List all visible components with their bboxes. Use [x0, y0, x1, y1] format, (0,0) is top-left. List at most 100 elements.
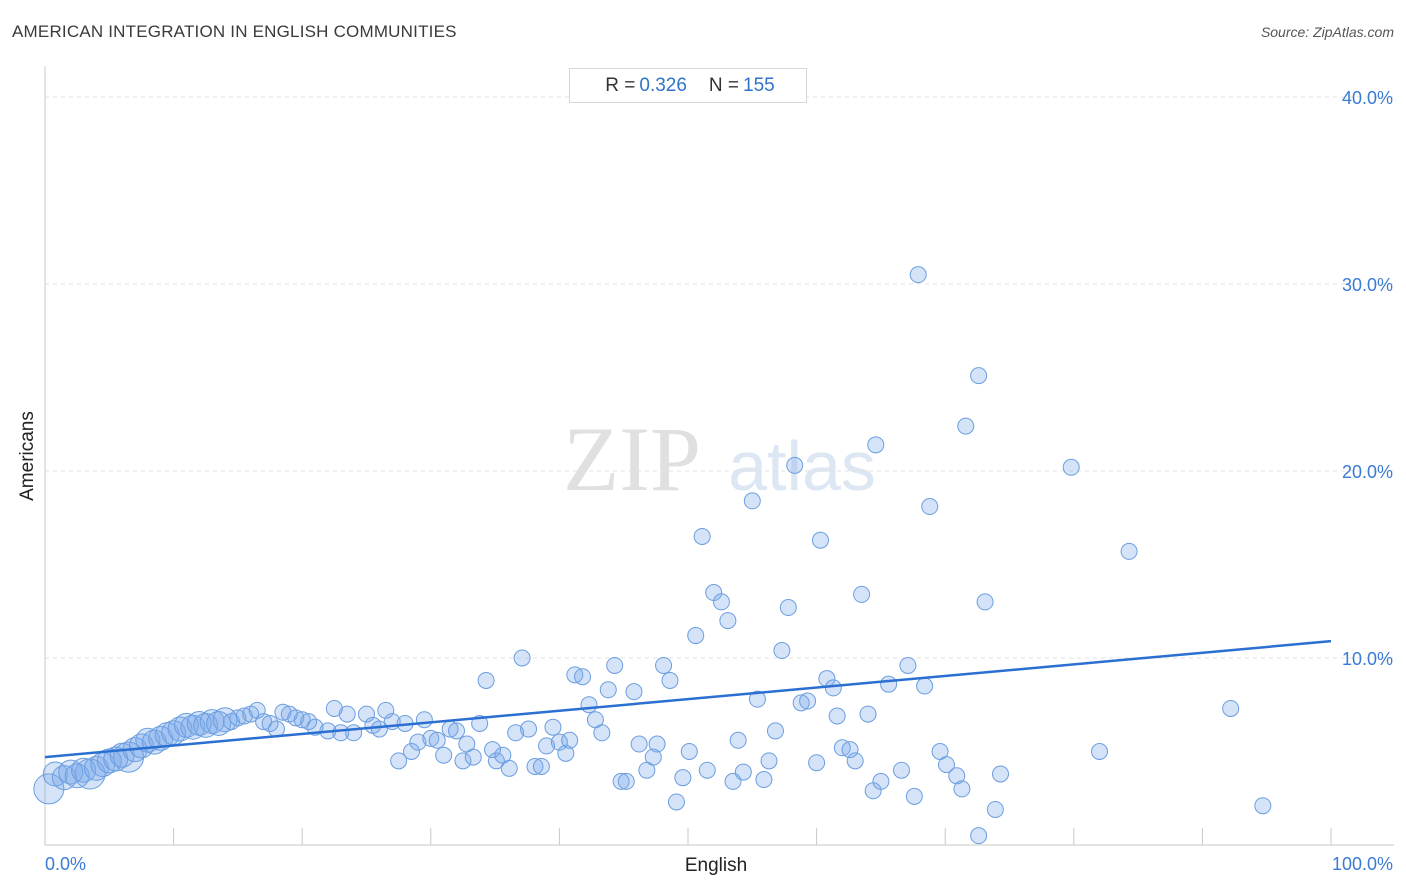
- data-point: [229, 709, 247, 727]
- data-point: [808, 754, 826, 772]
- data-point: [921, 498, 939, 516]
- data-point: [792, 694, 810, 712]
- r-label: R =: [605, 74, 636, 96]
- data-point: [846, 752, 864, 770]
- data-point: [464, 748, 482, 766]
- x-tick-label-max: 100.0%: [1332, 854, 1393, 874]
- data-point: [580, 696, 598, 714]
- data-point: [828, 707, 846, 725]
- tick-labels: 10.0% 20.0% 30.0% 40.0% 0.0% 100.0%: [45, 88, 1393, 874]
- data-point: [428, 731, 446, 749]
- data-point: [33, 773, 65, 805]
- data-point: [538, 737, 556, 755]
- data-point: [786, 456, 804, 474]
- data-point: [743, 492, 761, 510]
- data-point: [557, 744, 575, 762]
- data-point: [909, 266, 927, 284]
- data-point: [729, 731, 747, 749]
- data-point: [71, 757, 97, 783]
- data-point: [325, 699, 343, 717]
- data-point: [1120, 542, 1138, 560]
- trend-line: [44, 639, 1332, 759]
- data-point: [760, 752, 778, 770]
- data-point: [680, 743, 698, 760]
- data-point: [487, 752, 505, 770]
- data-point: [773, 642, 791, 660]
- data-point: [484, 741, 502, 759]
- data-point: [167, 716, 193, 742]
- data-point: [953, 780, 971, 798]
- data-point: [1254, 797, 1272, 815]
- x-axis-label: English: [685, 855, 747, 876]
- x-tick-label-min: 0.0%: [45, 854, 86, 874]
- data-point: [630, 735, 648, 753]
- data-point: [841, 741, 859, 759]
- data-point: [255, 713, 273, 731]
- grid-lines: [45, 96, 1395, 659]
- data-point: [748, 690, 766, 708]
- data-point: [617, 772, 635, 790]
- data-point: [507, 724, 525, 742]
- data-point: [513, 649, 531, 667]
- data-point: [991, 765, 1009, 783]
- data-point: [612, 772, 630, 790]
- data-point: [193, 712, 219, 738]
- data-point: [593, 724, 611, 742]
- data-point: [332, 724, 350, 742]
- data-point: [454, 752, 472, 770]
- data-point: [779, 599, 797, 617]
- data-point: [986, 800, 1004, 818]
- data-point: [180, 714, 206, 740]
- data-point: [532, 757, 550, 775]
- data-point: [905, 787, 923, 805]
- chart-title: AMERICAN INTEGRATION IN ENGLISH COMMUNIT…: [12, 22, 457, 41]
- data-point: [648, 735, 666, 753]
- data-point: [403, 743, 421, 760]
- data-point: [937, 756, 955, 774]
- data-point: [390, 752, 408, 770]
- data-point: [899, 656, 917, 674]
- data-point: [415, 711, 433, 729]
- data-point: [655, 656, 673, 674]
- data-point: [916, 677, 934, 695]
- data-point: [448, 722, 466, 740]
- data-point: [370, 720, 388, 738]
- data-point: [698, 761, 716, 779]
- data-point: [976, 593, 994, 611]
- y-tick-label: 10.0%: [1342, 649, 1393, 669]
- data-point: [338, 705, 356, 723]
- data-point: [712, 593, 730, 611]
- data-point: [477, 671, 495, 689]
- y-tick-label: 30.0%: [1342, 275, 1393, 295]
- data-point: [345, 724, 363, 742]
- watermark: ZIP atlas: [563, 408, 876, 510]
- data-point: [719, 612, 737, 630]
- data-point: [261, 714, 279, 732]
- data-point: [574, 668, 592, 686]
- data-point: [766, 722, 784, 740]
- data-point: [1091, 743, 1109, 760]
- source-label: Source: ZipAtlas.com: [1260, 24, 1394, 40]
- data-point: [859, 705, 877, 723]
- data-point: [274, 703, 292, 721]
- data-point: [435, 746, 453, 764]
- data-point: [661, 671, 679, 689]
- data-point: [58, 759, 84, 785]
- data-point: [892, 761, 910, 779]
- data-point: [970, 367, 988, 385]
- y-axis-label: Americans: [17, 411, 38, 501]
- data-point: [74, 758, 106, 790]
- data-point: [853, 585, 871, 603]
- data-point: [867, 436, 885, 454]
- data-point: [561, 731, 579, 749]
- data-point: [409, 733, 427, 751]
- data-point: [1062, 458, 1080, 476]
- data-point: [544, 718, 562, 736]
- data-point: [755, 771, 773, 789]
- data-point: [948, 767, 966, 785]
- data-point: [957, 417, 975, 435]
- data-point: [606, 656, 624, 674]
- axes: [44, 66, 1394, 846]
- n-label: N =: [708, 74, 740, 96]
